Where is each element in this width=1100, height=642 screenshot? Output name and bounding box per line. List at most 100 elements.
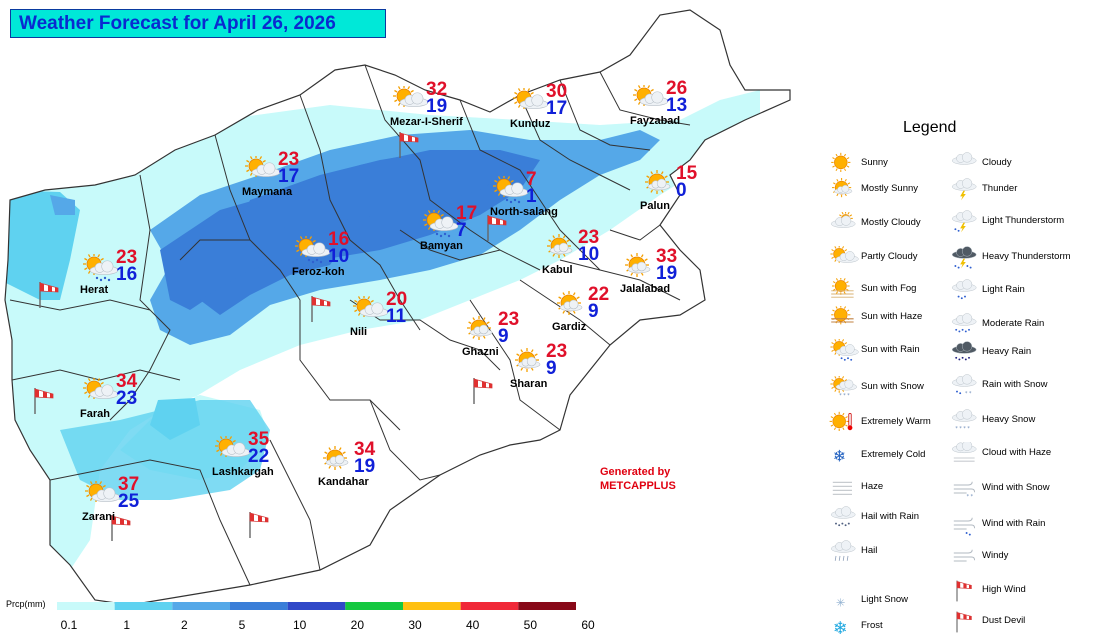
legend-item-label: Wind with Rain [982,518,1046,529]
legend-item-label: Heavy Thunderstorm [982,251,1071,262]
max-temperature: 37 [118,474,140,495]
max-temperature: 17 [456,203,478,224]
cloud-with-haze-icon [950,440,980,469]
city-name: Kabul [542,264,573,276]
partly-cloudy-icon [512,87,549,123]
city-feroz-koh: 16 10 Feroz-koh [292,230,349,278]
precipitation-scale-bar [57,602,576,610]
moderate-rain-icon [950,313,980,340]
precip-scale-segment [518,602,576,610]
max-temperature: 23 [578,227,600,248]
city-kabul: 23 10 Kabul [542,228,599,276]
partly-cloudy-icon [84,480,121,516]
mostly-sunny-icon [829,178,859,205]
min-temperature: 0 [676,180,687,201]
city-name: Palun [640,200,670,212]
mostly-sunny-icon [642,170,678,205]
extremely-warm-icon [829,411,859,438]
max-temperature: 23 [116,247,138,268]
city-nili: 20 11 Nili [350,290,407,338]
heavy-snow-icon: * * * * [950,409,980,436]
svg-text:*: * [843,393,846,399]
city-name: Kandahar [318,476,369,488]
city-palun: 15 0 Palun [640,164,697,212]
max-temperature: 26 [666,78,688,99]
windsock-icon [311,296,331,322]
city-north-salang: 7 1 North-salang [490,170,558,218]
city-bamyan: 17 7 Bamyan [420,204,477,252]
heavy-thunderstorm-icon [950,246,980,273]
windsock-icon [111,515,131,541]
min-temperature: 11 [386,306,407,327]
windsock-icon [34,388,54,414]
thunder-icon [950,178,980,205]
max-temperature: 35 [248,429,270,450]
partly-cloudy-icon [392,85,429,121]
max-temperature: 20 [386,289,408,310]
max-temperature: 34 [354,439,376,460]
legend-item-label: Haze [861,481,884,492]
max-temperature: 32 [426,79,448,100]
legend-item-label: Windy [982,550,1009,561]
min-temperature: 13 [666,95,688,116]
partly-cloudy-icon [829,245,859,273]
city-herat: 23 16 Herat [80,248,137,296]
min-temperature: 10 [328,246,350,267]
sun-with-rain-icon [829,338,859,366]
svg-text:*: * [847,393,850,399]
frost-icon: ❄ [829,615,859,642]
city-name: Farah [80,408,110,420]
hail-icon [829,540,859,567]
legend-item-label: Hail [861,545,878,556]
legend-item-label: Moderate Rain [982,318,1045,329]
sun-with-rain-icon [294,235,331,271]
precip-scale-tick: 5 [238,618,246,632]
max-temperature: 34 [116,371,138,392]
precip-scale-segment [345,602,403,610]
city-name: Mezar-I-Sherif [390,116,463,128]
svg-text:*: * [839,393,842,399]
wind-with-rain-icon [950,513,980,540]
heavy-rain-icon [950,341,980,368]
precip-scale-tick: 60 [581,618,595,632]
rain-with-snow-icon: * * [950,374,980,401]
min-temperature: 19 [354,456,376,477]
min-temperature: 7 [456,220,467,241]
precip-scale-segment [114,602,173,610]
windsock-icon [249,512,269,538]
haze-icon [829,476,859,503]
city-fayzabad: 26 13 Fayzabad [630,79,687,127]
light-thunderstorm-icon [950,210,980,237]
city-name: Herat [80,284,109,296]
legend-item-label: Mostly Sunny [861,183,919,194]
windsock-icon [473,378,493,404]
legend-item-label: Partly Cloudy [861,251,918,262]
legend-item-label: Light Snow [861,594,909,605]
mostly-cloudy-icon [829,211,859,239]
partly-cloudy-icon [352,295,389,331]
mostly-sunny-icon [554,291,590,326]
generated-by-line1: Generated by [600,466,671,478]
sun-with-snow-icon: * * * [829,375,859,403]
legend-item-label: Extremely Warm [861,416,931,427]
legend-item-label: High Wind [982,584,1026,595]
city-farah: 34 23 Farah [80,372,137,420]
partly-cloudy-icon [82,377,119,413]
mostly-sunny-icon [622,253,658,288]
max-temperature: 15 [676,163,698,184]
light-snow-icon: ✳ [829,589,859,616]
extremely-cold-icon: ❄ [829,444,859,471]
min-temperature: 9 [546,358,557,379]
precip-scale-tick: 40 [465,618,480,632]
sun-with-fog-icon [829,277,859,305]
min-temperature: 17 [546,98,568,119]
city-name: Kunduz [510,118,551,130]
svg-text:*: * [971,494,974,500]
city-name: Sharan [510,378,548,390]
windsock-icon [399,132,419,158]
max-temperature: 22 [588,284,610,305]
city-name: Zarani [82,511,116,523]
svg-text:*: * [969,391,972,397]
city-mezar-i-sherif: 32 19 Mezar-I-Sherif [390,80,463,128]
